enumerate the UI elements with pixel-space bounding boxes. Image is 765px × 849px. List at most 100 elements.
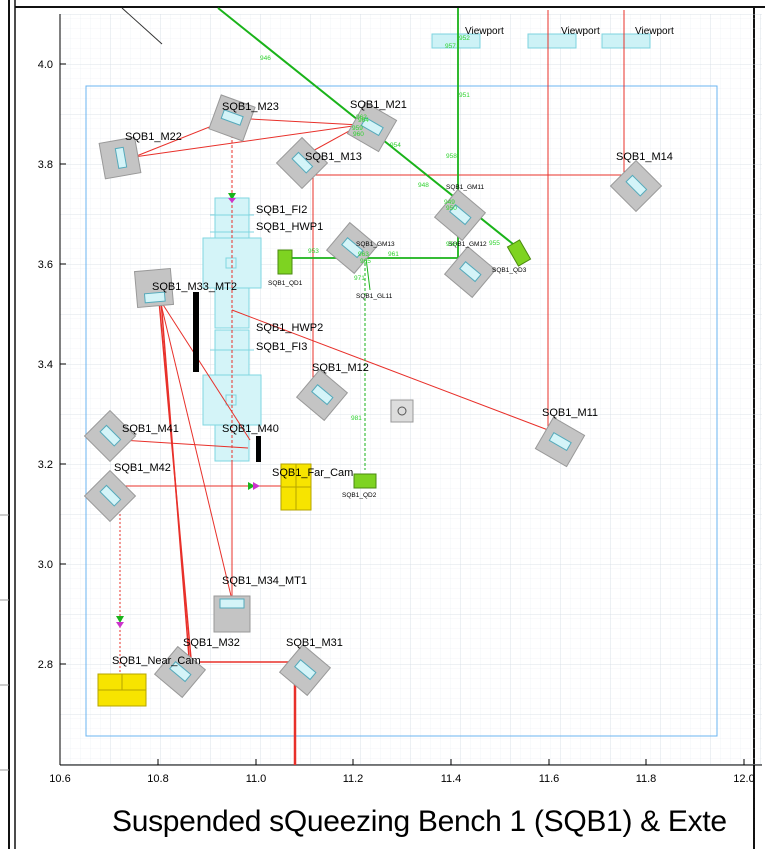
beam-id: 962 bbox=[356, 114, 367, 121]
y-tick-label: 3.4 bbox=[38, 359, 53, 371]
component-label: SQB1_GM12 bbox=[448, 241, 487, 248]
camera-near bbox=[97, 673, 147, 707]
component-label: SQB1_M42 bbox=[114, 462, 171, 474]
beam-id: 964 bbox=[358, 117, 369, 124]
x-tick-label: 10.6 bbox=[49, 773, 70, 785]
mirror-gm11 bbox=[433, 188, 487, 242]
mirror-m33 bbox=[133, 267, 175, 309]
beam-id: 948 bbox=[418, 182, 429, 189]
x-tick-label: 11.4 bbox=[441, 773, 462, 785]
viewport-label: Viewport bbox=[465, 26, 504, 37]
mirror-gm13 bbox=[325, 221, 379, 275]
component-label: SQB1_M11 bbox=[542, 407, 598, 419]
component-label: SQB1_M34_MT1 bbox=[222, 575, 307, 587]
component-label: SQB1_Far_Cam bbox=[272, 467, 353, 479]
y-tick-label: 2.8 bbox=[38, 659, 53, 671]
mirror-m34 bbox=[213, 595, 251, 633]
mirror-m13 bbox=[275, 136, 329, 190]
mirror-m32 bbox=[153, 645, 207, 699]
component-label: SQB1_FI2 bbox=[256, 204, 307, 216]
component-label: SQB1_M33_MT2 bbox=[152, 281, 237, 293]
viewports: Viewport Viewport Viewport bbox=[431, 26, 674, 49]
beam-id: 954 bbox=[390, 142, 401, 149]
component-label: SQB1_QD2 bbox=[342, 492, 377, 499]
x-tick-label: 11.0 bbox=[246, 773, 267, 785]
beam-id: 946 bbox=[260, 55, 271, 62]
viewport-label: Viewport bbox=[635, 26, 674, 37]
mirror-m21 bbox=[346, 101, 398, 153]
y-tick-label: 4.0 bbox=[38, 59, 53, 71]
y-ticks bbox=[60, 63, 66, 665]
marker-icon bbox=[228, 193, 236, 200]
mirror-m23 bbox=[208, 94, 256, 142]
marker-icon bbox=[116, 622, 124, 628]
page-title: Suspended sQueezing Bench 1 (SQB1) & Ext… bbox=[112, 805, 727, 838]
viewport-window bbox=[431, 33, 481, 49]
component-label: SQB1_FI3 bbox=[256, 341, 307, 353]
y-tick-label: 3.8 bbox=[38, 159, 53, 171]
component-label: SQB1_HWP1 bbox=[256, 221, 323, 233]
target-icon bbox=[397, 406, 407, 416]
marker-icon bbox=[248, 482, 255, 490]
beam-id: 950 bbox=[446, 205, 457, 212]
y-tick-label: 3.2 bbox=[38, 459, 53, 471]
viewport-window bbox=[527, 33, 577, 49]
detector-qd3 bbox=[506, 239, 532, 267]
mirror-m14 bbox=[609, 159, 663, 213]
beam-id: 949 bbox=[444, 199, 455, 206]
detector-qd1 bbox=[277, 249, 293, 275]
component-label: SQB1_M41 bbox=[122, 423, 179, 435]
camera-far bbox=[280, 463, 312, 511]
mirror-m11 bbox=[534, 416, 586, 468]
marker-icon bbox=[228, 198, 236, 203]
beam-id: 955 bbox=[489, 240, 500, 247]
component-label: SQB1_M32 bbox=[183, 637, 240, 649]
component-label: SQB1_M13 bbox=[305, 151, 362, 163]
x-tick-label: 11.2 bbox=[343, 773, 364, 785]
beam-dump bbox=[193, 292, 199, 372]
component-label: SQB1_GM11 bbox=[446, 184, 485, 191]
x-tick-label: 12.0 bbox=[733, 773, 754, 785]
x-tick-label: 11.8 bbox=[636, 773, 657, 785]
component-label: SQB1_GL11 bbox=[356, 293, 393, 300]
viewport-label: Viewport bbox=[561, 26, 600, 37]
component-label: SQB1_M23 bbox=[222, 101, 279, 113]
beam-id: 971 bbox=[354, 275, 365, 282]
marker-icon bbox=[253, 482, 260, 490]
beam-dump bbox=[256, 436, 261, 462]
beam-id: 961 bbox=[388, 251, 399, 258]
mirror-m41 bbox=[83, 409, 137, 463]
beam-id: 953 bbox=[308, 248, 319, 255]
plot-grid bbox=[60, 14, 762, 765]
mirror-m31 bbox=[278, 643, 332, 697]
component-label: SQB1_HWP2 bbox=[256, 322, 323, 334]
beam-id: 981 bbox=[351, 415, 362, 422]
x-tick-label: 11.6 bbox=[539, 773, 560, 785]
y-tick-label: 3.6 bbox=[38, 259, 53, 271]
beam-id: 965 bbox=[360, 258, 371, 265]
y-tick-label: 3.0 bbox=[38, 559, 53, 571]
component-label: SQB1_M22 bbox=[125, 131, 182, 143]
beam-id: 958 bbox=[446, 153, 457, 160]
beam-id: 959 bbox=[352, 125, 363, 132]
beam-id: 957 bbox=[445, 43, 456, 50]
component-label: SQB1_QD3 bbox=[492, 267, 527, 274]
mirror-m42 bbox=[83, 469, 137, 523]
component-label: SQB1_GM13 bbox=[356, 241, 395, 248]
marker-icon bbox=[116, 616, 124, 623]
component-label: SQB1_M12 bbox=[312, 362, 369, 374]
component-label: SQB1_QD1 bbox=[268, 280, 303, 287]
beam-id: 952 bbox=[459, 35, 470, 42]
component-label: SQB1_Near_Cam bbox=[112, 655, 201, 667]
beam-id: 956 bbox=[446, 241, 457, 248]
component-label: SQB1_M21 bbox=[350, 99, 407, 111]
detector-qd2 bbox=[353, 473, 377, 489]
target-plate bbox=[390, 399, 414, 423]
component-label: SQB1_M40 bbox=[222, 423, 279, 435]
component-label: SQB1_M14 bbox=[616, 151, 673, 163]
mirror-gm12 bbox=[443, 245, 497, 299]
component-label: SQB1_M31 bbox=[286, 637, 343, 649]
x-tick-label: 10.8 bbox=[147, 773, 168, 785]
reference-line bbox=[121, 7, 163, 45]
